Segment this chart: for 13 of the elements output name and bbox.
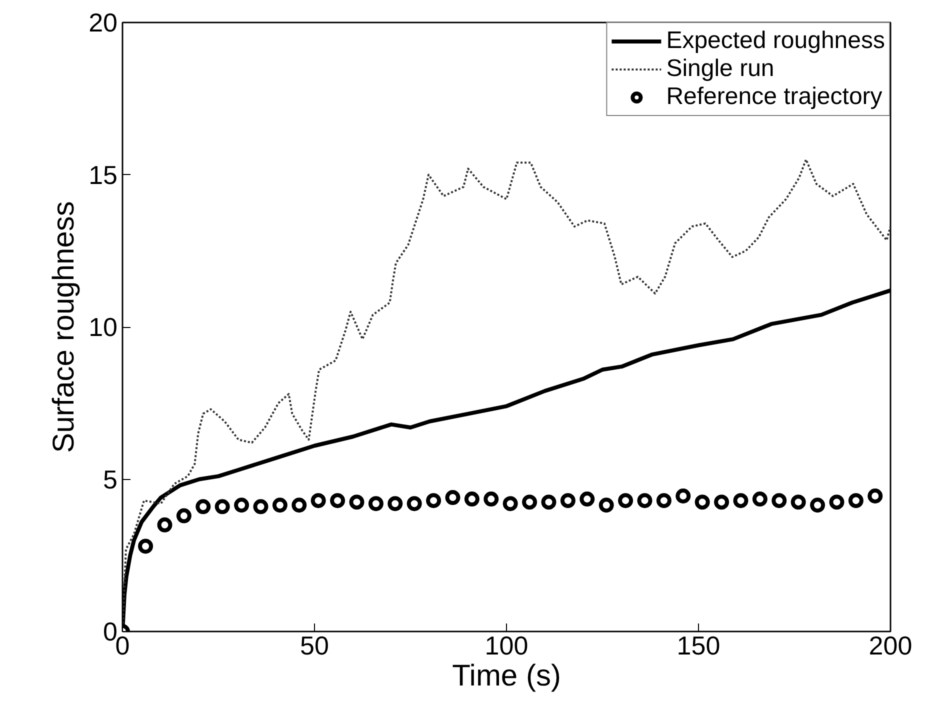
x-axis-title: Time (s)	[452, 660, 561, 692]
y-tick-label: 10	[88, 312, 118, 342]
y-axis-title: Surface roughness	[48, 201, 81, 453]
y-tick-label: 20	[88, 8, 118, 38]
x-tick-label: 100	[484, 630, 528, 660]
legend-label: Reference trajectory	[666, 83, 882, 111]
y-tick-label: 5	[103, 464, 118, 494]
legend-label: Expected roughness	[666, 27, 885, 55]
x-tick-label: 150	[676, 630, 720, 660]
x-tick-label: 50	[300, 630, 329, 660]
y-tick-label: 15	[88, 160, 118, 190]
legend-label: Single run	[666, 55, 774, 83]
x-tick-label: 200	[868, 630, 912, 660]
